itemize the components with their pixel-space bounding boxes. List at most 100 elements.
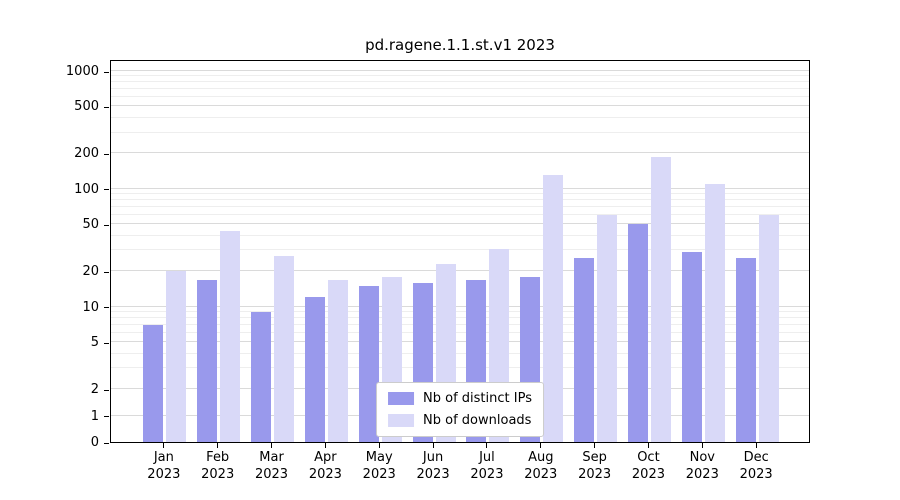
gridline-minor-7: [111, 323, 809, 325]
bar-distinct-ips-jan: [143, 324, 164, 442]
gridline-major-500: [111, 105, 809, 107]
plot-area: Nb of distinct IPs Nb of downloads: [110, 60, 810, 443]
gridline-minor-700: [111, 88, 809, 90]
ytick-label-1000: 1000: [65, 64, 99, 79]
bar-distinct-ips-oct: [627, 224, 648, 442]
gridline-minor-6: [111, 331, 809, 333]
ytick-label-50: 50: [82, 217, 99, 233]
xtick-label-sep: Sep 2023: [578, 450, 612, 482]
ytick-label-100: 100: [74, 181, 99, 197]
ytick-mark-1: [104, 416, 109, 417]
xtick-mark-dec: [755, 443, 757, 448]
bar-distinct-ips-mar: [251, 312, 272, 442]
ytick-label-500: 500: [74, 99, 99, 115]
bar-downloads-nov: [704, 183, 725, 442]
ytick-label-2: 2: [90, 382, 99, 397]
bar-distinct-ips-may: [358, 285, 379, 442]
bar-downloads-jan: [166, 271, 187, 442]
legend-item-distinct-ips: Nb of distinct IPs: [388, 391, 532, 406]
xtick-mark-apr: [324, 443, 326, 448]
xtick-label-jul: Jul 2023: [470, 450, 504, 482]
legend-label-downloads: Nb of downloads: [423, 413, 532, 428]
legend-swatch-downloads: [388, 414, 415, 427]
ytick-label-0: 0: [90, 435, 99, 450]
bar-downloads-oct: [650, 157, 671, 442]
xtick-mark-jan: [163, 443, 165, 448]
ytick-mark-0: [104, 442, 109, 444]
xtick-label-mar: Mar 2023: [254, 450, 289, 482]
gridline-major-10: [111, 305, 809, 307]
ytick-mark-5: [104, 342, 109, 344]
gridline-major-100: [111, 187, 809, 189]
ytick-label-10: 10: [82, 299, 99, 315]
ytick-label-20: 20: [82, 264, 99, 280]
ytick-mark-50: [104, 224, 109, 226]
gridline-minor-400: [111, 116, 809, 118]
ytick-mark-2: [104, 389, 109, 391]
xtick-mark-sep: [594, 443, 596, 448]
xtick-mark-oct: [647, 443, 649, 448]
xtick-label-may: May 2023: [362, 450, 396, 482]
gridline-minor-90: [111, 193, 809, 195]
gridline-major-200: [111, 152, 809, 154]
gridline-major-20: [111, 270, 809, 272]
gridline-minor-8: [111, 317, 809, 319]
gridline-minor-9: [111, 311, 809, 313]
xtick-label-dec: Dec 2023: [739, 450, 773, 482]
bar-distinct-ips-dec: [735, 257, 756, 442]
legend: Nb of distinct IPs Nb of downloads: [376, 382, 544, 437]
xtick-mark-mar: [271, 443, 273, 448]
gridline-minor-70: [111, 206, 809, 208]
bar-distinct-ips-nov: [681, 252, 702, 442]
bar-distinct-ips-apr: [304, 297, 325, 442]
xtick-mark-nov: [701, 443, 703, 448]
bar-distinct-ips-feb: [197, 279, 218, 442]
legend-swatch-distinct-ips: [388, 392, 415, 405]
xtick-label-apr: Apr 2023: [308, 450, 342, 482]
ytick-mark-20: [104, 271, 109, 273]
bar-downloads-dec: [758, 214, 779, 442]
gridline-minor-800: [111, 81, 809, 83]
legend-label-distinct-ips: Nb of distinct IPs: [423, 391, 532, 406]
gridline-minor-900: [111, 75, 809, 77]
gridline-minor-3: [111, 367, 809, 369]
xtick-label-oct: Oct 2023: [631, 450, 665, 482]
gridline-minor-30: [111, 249, 809, 251]
xtick-mark-jul: [486, 443, 488, 448]
ytick-mark-1000: [104, 71, 109, 73]
bar-downloads-apr: [327, 279, 348, 442]
ytick-mark-500: [104, 106, 109, 108]
ytick-label-5: 5: [90, 335, 99, 351]
bar-downloads-sep: [597, 214, 618, 442]
gridline-major-1000: [111, 70, 809, 71]
chart-title: pd.ragene.1.1.st.v1 2023: [365, 36, 555, 54]
xtick-mark-aug: [540, 443, 542, 448]
legend-item-downloads: Nb of downloads: [388, 413, 532, 428]
gridline-minor-300: [111, 131, 809, 133]
gridline-minor-600: [111, 96, 809, 98]
xtick-label-aug: Aug 2023: [524, 450, 558, 482]
ytick-mark-200: [104, 153, 109, 155]
xtick-label-jan: Jan 2023: [147, 450, 181, 482]
bar-downloads-feb: [220, 230, 241, 442]
ytick-mark-100: [104, 189, 109, 191]
xtick-mark-may: [378, 443, 380, 448]
bar-downloads-mar: [274, 255, 295, 442]
ytick-label-1: 1: [90, 408, 99, 424]
bar-distinct-ips-sep: [574, 257, 595, 442]
ytick-label-200: 200: [74, 146, 99, 162]
xtick-mark-jun: [432, 443, 434, 448]
xtick-label-jun: Jun 2023: [416, 450, 450, 482]
gridline-major-50: [111, 223, 809, 225]
ytick-mark-10: [104, 307, 109, 309]
xtick-mark-feb: [217, 443, 219, 448]
gridline-minor-40: [111, 234, 809, 236]
bar-downloads-aug: [543, 175, 564, 442]
xtick-label-nov: Nov 2023: [685, 450, 719, 482]
xtick-label-feb: Feb 2023: [201, 450, 235, 482]
gridline-minor-80: [111, 199, 809, 201]
gridline-minor-60: [111, 213, 809, 215]
gridline-major-5: [111, 341, 809, 343]
gridline-minor-4: [111, 352, 809, 354]
